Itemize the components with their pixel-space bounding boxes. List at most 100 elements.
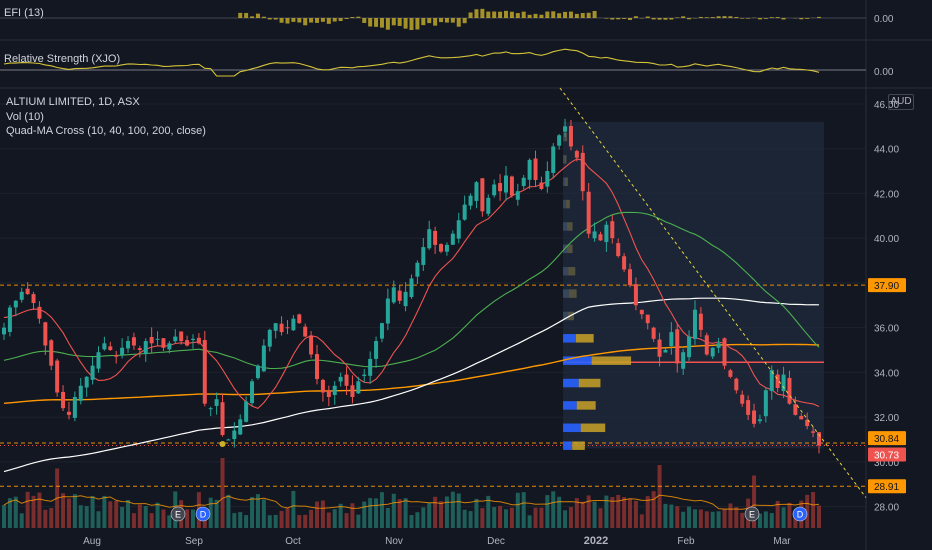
candle-body bbox=[486, 197, 491, 214]
efi-bar bbox=[527, 14, 532, 18]
efi-pane bbox=[0, 8, 866, 31]
candle-body bbox=[598, 234, 603, 241]
price-tag-support: 30.84 bbox=[874, 434, 899, 445]
x-tick-label: Feb bbox=[677, 536, 695, 547]
volume-bar bbox=[409, 515, 414, 528]
efi-bar bbox=[421, 18, 426, 26]
efi-bar bbox=[563, 11, 568, 18]
volume-bar bbox=[126, 499, 131, 528]
volume-bar bbox=[214, 499, 219, 528]
candle-body bbox=[7, 307, 12, 332]
candle-body bbox=[450, 233, 455, 245]
volume-bar bbox=[716, 511, 721, 528]
candle-body bbox=[657, 339, 662, 357]
efi-bar bbox=[710, 17, 715, 18]
efi-bar bbox=[799, 18, 804, 20]
candle-body bbox=[379, 323, 384, 339]
efi-bar bbox=[427, 18, 432, 24]
efi-bar bbox=[675, 17, 680, 18]
candle-body bbox=[421, 247, 426, 265]
volume-bar bbox=[734, 507, 739, 528]
profile-bar-down bbox=[576, 401, 596, 410]
y-tick-label: 30.00 bbox=[874, 458, 899, 469]
volume-bar bbox=[509, 507, 514, 528]
volume-bar bbox=[78, 505, 83, 528]
candle-body bbox=[610, 221, 615, 239]
volume-bar bbox=[13, 496, 18, 528]
efi-bar bbox=[592, 10, 597, 18]
candle-body bbox=[273, 323, 278, 331]
candle-body bbox=[728, 370, 733, 377]
profile-bar-up bbox=[563, 334, 576, 343]
volume-bar bbox=[781, 507, 786, 528]
volume-bar bbox=[757, 513, 762, 528]
y-tick-label: 34.00 bbox=[874, 368, 899, 379]
swing-low-marker bbox=[219, 440, 226, 447]
symbol-title[interactable]: ALTIUM LIMITED, 1D, ASX bbox=[6, 96, 140, 108]
y-tick-label: 46.00 bbox=[874, 100, 899, 111]
candle-body bbox=[285, 327, 290, 329]
currency-badge[interactable]: AUD bbox=[888, 94, 914, 110]
candle-body bbox=[740, 394, 745, 404]
price-tag-last-bg bbox=[868, 447, 906, 462]
legend-quad-ma[interactable]: Quad-MA Cross (10, 40, 100, 200, close) bbox=[6, 125, 206, 137]
candle-body bbox=[557, 135, 562, 146]
candle-body bbox=[568, 126, 573, 147]
profile-bar-down bbox=[578, 378, 601, 388]
candle-body bbox=[533, 158, 538, 180]
trendline[interactable] bbox=[559, 87, 867, 498]
candle-body bbox=[90, 365, 95, 380]
profile-bar-up bbox=[563, 289, 569, 298]
volume-bar bbox=[185, 509, 190, 528]
volume-bar bbox=[2, 504, 6, 528]
volume-bar bbox=[96, 511, 101, 528]
volume-bar bbox=[344, 513, 349, 528]
efi-bar bbox=[374, 18, 379, 27]
profile-bar-down bbox=[564, 132, 568, 142]
candle-body bbox=[72, 396, 77, 418]
candle-body bbox=[255, 365, 260, 379]
price-tag-last: 30.73 bbox=[874, 450, 899, 461]
volume-bar bbox=[598, 508, 603, 528]
efi-bar bbox=[285, 18, 290, 24]
candle-body bbox=[669, 332, 674, 347]
x-tick-label: 2022 bbox=[584, 535, 608, 547]
volume-bar bbox=[291, 490, 296, 528]
y-tick-label: 32.00 bbox=[874, 413, 899, 424]
candle-body bbox=[291, 318, 296, 331]
volume-bar bbox=[43, 509, 48, 528]
candle-body bbox=[232, 430, 237, 440]
legend-volume[interactable]: Vol (10) bbox=[6, 111, 44, 123]
volume-bar bbox=[811, 492, 816, 528]
volume-bar bbox=[131, 513, 136, 528]
candle-body bbox=[763, 390, 768, 417]
volume-bar bbox=[356, 514, 361, 528]
candle-body bbox=[527, 159, 532, 180]
relative-strength-label: Relative Strength (XJO) bbox=[4, 53, 121, 65]
efi-bar bbox=[728, 16, 733, 18]
volume-bar bbox=[368, 498, 373, 528]
candle-body bbox=[326, 390, 331, 397]
efi-bar bbox=[474, 9, 479, 18]
candle-body bbox=[427, 229, 432, 249]
profile-bar-up bbox=[563, 311, 568, 321]
profile-bar-down bbox=[567, 244, 573, 254]
volume-bar bbox=[592, 501, 597, 528]
volume-bar bbox=[261, 499, 266, 528]
volume-bar bbox=[740, 512, 745, 528]
candle-body bbox=[350, 385, 355, 397]
candle-body bbox=[498, 183, 503, 192]
volume-bar bbox=[763, 511, 768, 528]
volume-bar bbox=[137, 504, 142, 528]
candle-body bbox=[592, 231, 597, 239]
candle-body bbox=[320, 379, 325, 393]
volume-bar bbox=[226, 494, 231, 528]
efi-bar bbox=[805, 18, 810, 19]
efi-bar bbox=[610, 18, 615, 20]
efi-bar bbox=[515, 13, 520, 18]
candle-body bbox=[769, 370, 774, 392]
efi-label: EFI (13) bbox=[4, 7, 44, 19]
volume-bar bbox=[645, 496, 650, 528]
volume-bar bbox=[480, 508, 485, 528]
